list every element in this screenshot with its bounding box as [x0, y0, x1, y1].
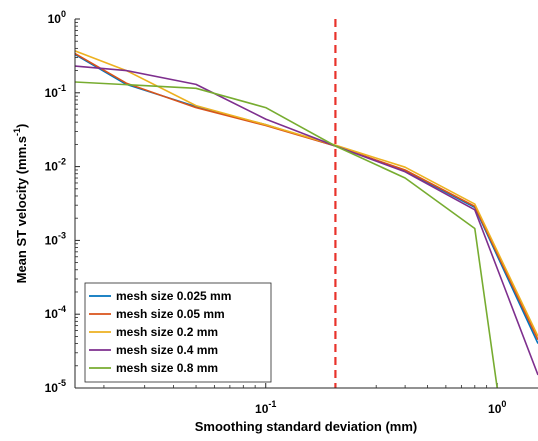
legend-item: mesh size 0.4 mm — [89, 343, 218, 357]
legend-label: mesh size 0.8 mm — [116, 361, 218, 375]
x-tick-label: 10-1 — [255, 399, 276, 416]
y-tick-base: 10 — [45, 307, 59, 321]
y-tick-exponent: 0 — [61, 9, 66, 19]
y-tick-exponent: -5 — [58, 378, 66, 388]
series-line-5 — [75, 81, 498, 388]
y-tick-base: 10 — [45, 233, 59, 247]
y-tick-label: 10-4 — [45, 304, 66, 321]
y-tick-label: 10-1 — [45, 83, 66, 100]
legend: mesh size 0.025 mm mesh size 0.05 mm mesh … — [84, 282, 272, 383]
legend-label: mesh size 0.05 mm — [116, 307, 225, 321]
y-tick-exponent: -2 — [58, 157, 66, 167]
y-tick-exponent: -1 — [58, 83, 66, 93]
x-tick-base: 10 — [255, 402, 269, 416]
x-tick-base: 10 — [488, 402, 502, 416]
legend-item: mesh size 0.025 mm — [89, 289, 231, 303]
legend-item: mesh size 0.8 mm — [89, 361, 218, 375]
y-tick-base: 10 — [45, 160, 59, 174]
y-axis-label-main: Mean ST velocity (mm.s — [14, 136, 29, 283]
series-line-4 — [75, 65, 538, 376]
y-tick-exponent: -3 — [58, 230, 66, 240]
x-tick-exponent: -1 — [268, 399, 276, 409]
legend-label: mesh size 0.025 mm — [116, 289, 231, 303]
legend-item: mesh size 0.2 mm — [89, 325, 218, 339]
y-axis-label-close: ) — [14, 124, 29, 128]
x-tick-exponent: 0 — [501, 399, 506, 409]
legend-label: mesh size 0.2 mm — [116, 325, 218, 339]
y-tick-exponent: -4 — [58, 304, 66, 314]
y-axis-label-exponent: -1 — [12, 128, 22, 136]
y-axis-label: Mean ST velocity (mm.s-1) — [12, 124, 29, 284]
legend-item: mesh size 0.05 mm — [89, 307, 225, 321]
y-tick-label: 10-2 — [45, 157, 66, 174]
x-axis-label: Smoothing standard deviation (mm) — [195, 419, 417, 434]
y-tick-label: 100 — [48, 9, 66, 26]
y-tick-base: 10 — [45, 86, 59, 100]
x-tick-label: 100 — [488, 399, 506, 416]
y-tick-base: 10 — [45, 381, 59, 395]
y-tick-label: 10-3 — [45, 230, 66, 247]
legend-box — [84, 282, 272, 383]
series-line-3 — [75, 50, 538, 337]
y-tick-base: 10 — [48, 12, 62, 26]
y-tick-label: 10-5 — [45, 378, 66, 395]
legend-label: mesh size 0.4 mm — [116, 343, 218, 357]
